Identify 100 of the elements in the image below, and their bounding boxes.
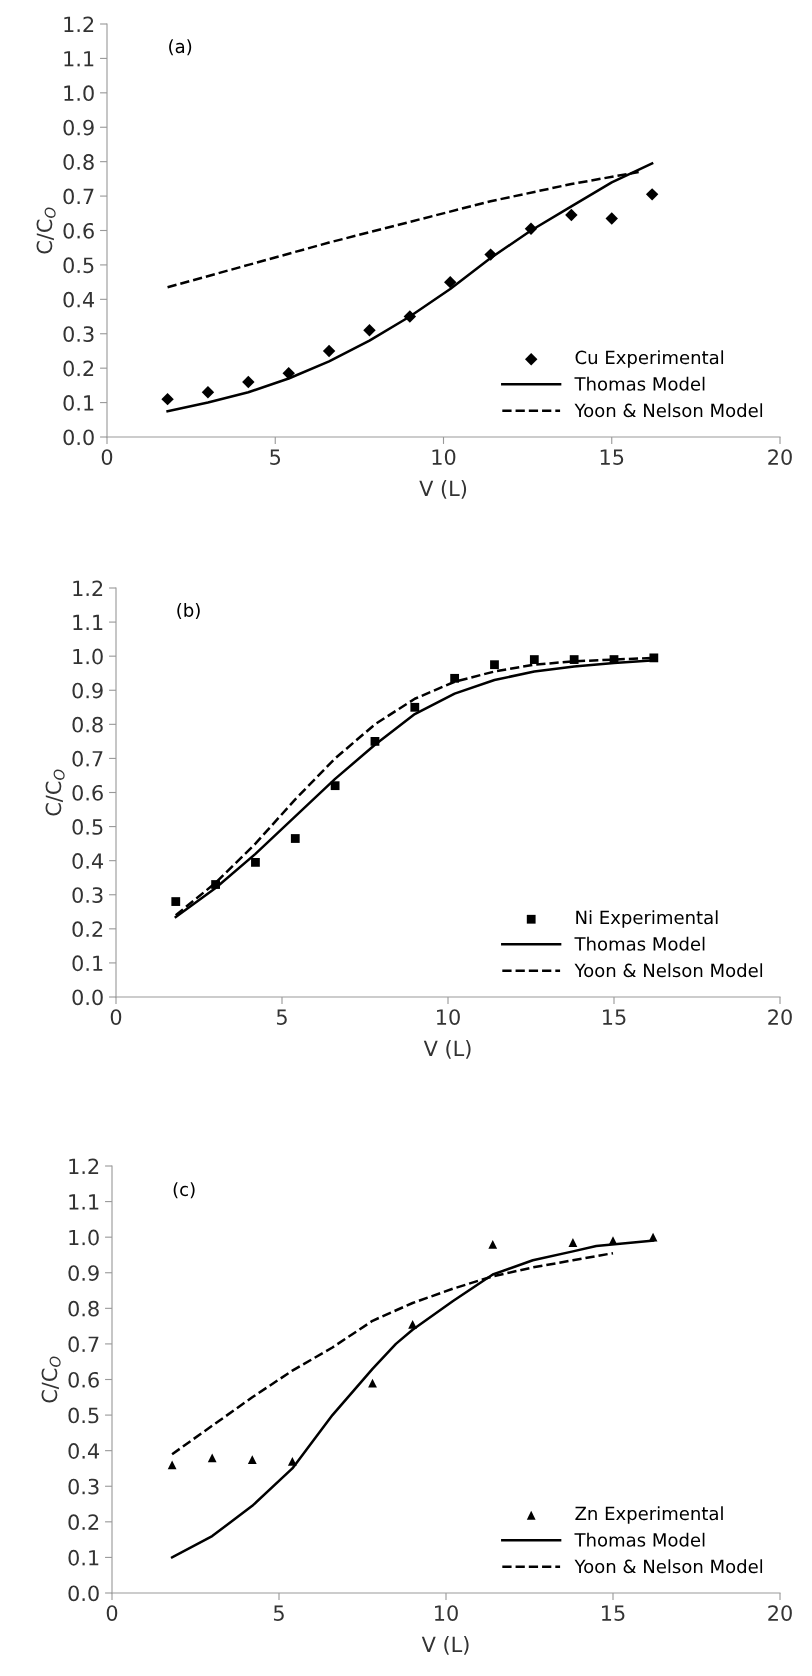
y-tick-label: 0.0 — [63, 429, 94, 446]
x-tick-label: 10 — [435, 1605, 458, 1621]
y-tick-label: 0.2 — [63, 360, 94, 377]
legend-label: Zn Experimental — [575, 1506, 723, 1524]
y-tick-label: 0.5 — [68, 1407, 99, 1424]
y-tick-label: 0.7 — [72, 750, 103, 767]
x-tick-label: 10 — [432, 449, 456, 465]
point — [211, 880, 220, 889]
point — [568, 1238, 578, 1247]
y-tick-label: 1.0 — [64, 85, 94, 102]
x-tick-label: 5 — [276, 1009, 287, 1025]
point — [370, 736, 380, 746]
y-tick-label: 0.4 — [72, 853, 104, 869]
x-axis-title: V (L) — [419, 480, 467, 499]
x-tick-label: 5 — [270, 449, 281, 465]
y-tick-label: 0.1 — [63, 395, 94, 411]
point — [565, 208, 578, 222]
point — [322, 344, 336, 358]
point — [207, 1453, 217, 1463]
point — [201, 386, 215, 399]
y-tick-label: 0.8 — [72, 716, 103, 733]
legend-label: Ni Experimental — [576, 910, 718, 928]
x-tick-label: 0 — [110, 1009, 122, 1025]
legend-label: Thomas Model — [574, 1532, 705, 1547]
point — [251, 857, 260, 867]
point — [645, 188, 659, 201]
y-tick-label: 1.0 — [73, 648, 103, 665]
y-tick-label: 0.8 — [68, 1300, 99, 1317]
y-tick-label: 0.8 — [63, 154, 94, 170]
x-tick-label: 15 — [603, 1009, 626, 1025]
point — [171, 897, 181, 906]
x-axis-title: V (L) — [423, 1040, 471, 1059]
x-tick-label: 15 — [602, 1605, 625, 1621]
point — [484, 248, 497, 261]
point — [444, 275, 457, 289]
y-tick-label: 0.1 — [72, 955, 103, 972]
x-tick-label: 10 — [437, 1009, 460, 1025]
point — [529, 655, 539, 664]
y-tick-label: 0.2 — [68, 1514, 99, 1531]
x-tick-label: 20 — [768, 1605, 792, 1621]
y-tick-label: 1.2 — [73, 580, 103, 596]
point — [242, 375, 255, 389]
y-tick-label: 0.0 — [68, 1585, 99, 1602]
point — [167, 1460, 177, 1470]
legend-label: Thomas Model — [574, 936, 705, 951]
y-tick-label: 1.2 — [69, 1158, 99, 1174]
y-tick-label: 0.5 — [63, 257, 94, 274]
point — [290, 834, 300, 843]
x-tick-label: 0 — [106, 1605, 118, 1621]
y-axis-title: C/C$_{O}$ — [36, 207, 56, 254]
y-tick-label: 0.1 — [68, 1549, 99, 1566]
y-tick-label: 0.3 — [72, 887, 103, 903]
y-tick-label: 1.1 — [64, 51, 94, 67]
y-tick-label: 0.5 — [72, 819, 103, 835]
x-tick-label: 20 — [768, 1009, 792, 1025]
y-tick-label: 0.6 — [72, 784, 103, 801]
point — [488, 1239, 498, 1249]
point — [330, 781, 340, 791]
legend-label: Yoon & Nelson Model — [574, 1559, 763, 1574]
y-tick-label: 0.6 — [63, 222, 94, 239]
y-tick-label: 0.9 — [63, 119, 94, 136]
y-tick-label: 0.3 — [68, 1478, 99, 1495]
y-tick-label: 0.2 — [72, 921, 103, 938]
point — [569, 655, 579, 664]
y-axis-title: C/C$_{O}$ — [41, 1356, 61, 1403]
y-axis-title: C/C$_{O}$ — [45, 769, 65, 816]
point — [524, 222, 538, 235]
point — [403, 310, 417, 323]
point — [605, 212, 618, 225]
point — [247, 1455, 257, 1464]
legend-label: Cu Experimental — [575, 350, 724, 368]
point — [450, 673, 460, 683]
point — [287, 1456, 297, 1466]
annotation: (a) — [169, 39, 192, 56]
y-tick-label: 0.9 — [68, 1265, 99, 1281]
y-tick-label: 1.2 — [64, 16, 94, 32]
y-tick-label: 0.7 — [63, 188, 94, 205]
legend-label: Yoon & Nelson Model — [574, 403, 763, 418]
y-tick-label: 0.7 — [68, 1336, 99, 1353]
x-tick-label: 5 — [273, 1605, 284, 1621]
point — [408, 1319, 417, 1329]
point — [648, 1232, 658, 1242]
y-tick-label: 0.0 — [72, 989, 103, 1006]
point — [161, 392, 174, 406]
x-tick-label: 15 — [600, 449, 624, 465]
x-tick-label: 0 — [101, 449, 113, 465]
x-tick-label: 20 — [768, 449, 792, 465]
point — [649, 653, 659, 663]
annotation: (c) — [173, 1182, 195, 1199]
y-tick-label: 0.9 — [72, 682, 103, 699]
y-tick-label: 1.1 — [73, 614, 103, 630]
point — [363, 324, 376, 337]
y-tick-label: 0.3 — [63, 326, 94, 342]
y-tick-label: 0.4 — [68, 1443, 100, 1459]
point — [490, 660, 499, 670]
point — [609, 655, 619, 664]
annotation: (b) — [177, 602, 200, 620]
legend-label: Thomas Model — [574, 376, 705, 391]
y-tick-label: 1.1 — [69, 1194, 99, 1210]
x-axis-title: V (L) — [421, 1636, 469, 1655]
